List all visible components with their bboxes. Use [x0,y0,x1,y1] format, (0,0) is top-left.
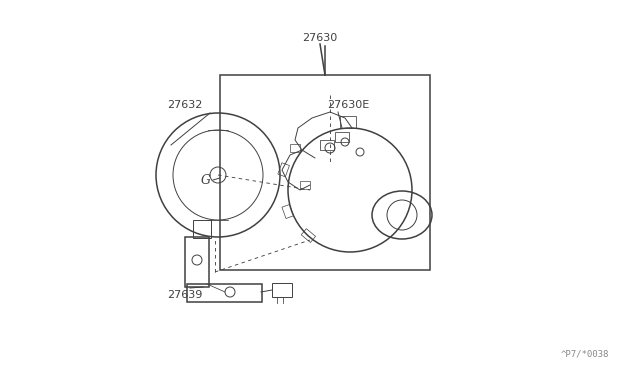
Bar [185,237,209,287]
Bar [187,284,262,302]
Bar [220,75,430,270]
Bar [300,181,310,189]
Bar [272,283,292,297]
Text: 27630: 27630 [302,33,338,43]
Bar [301,229,316,243]
Text: 27639: 27639 [167,290,203,300]
Bar [290,144,300,152]
Bar [278,163,289,177]
Text: 27630E: 27630E [327,100,369,110]
Bar [282,205,294,218]
Bar [320,140,334,150]
Text: ^P7/*0038: ^P7/*0038 [561,350,609,359]
Bar [193,220,211,238]
Bar [340,116,356,128]
Bar [335,132,349,142]
Text: G: G [201,173,211,186]
Text: 27632: 27632 [167,100,203,110]
